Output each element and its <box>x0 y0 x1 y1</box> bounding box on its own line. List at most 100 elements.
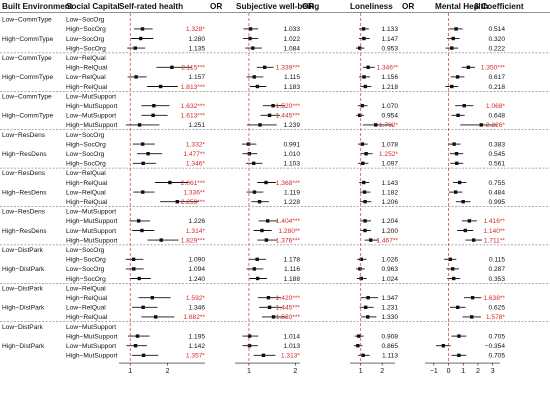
point-estimate <box>359 276 363 281</box>
estimate-value: 1.416** <box>483 218 505 225</box>
point-estimate <box>158 84 163 89</box>
estimate-value: 1.116 <box>284 266 300 273</box>
estimate-value: 1.578* <box>486 314 506 321</box>
built-environment-label: Low−CommType <box>2 17 52 24</box>
x-tick-label: 2 <box>476 368 480 375</box>
social-capital-label: High−RelQual <box>66 65 108 72</box>
point-estimate <box>252 161 256 165</box>
header-or-1: OR <box>210 2 222 11</box>
social-capital-label: High−SocOrg <box>66 161 106 168</box>
point-estimate <box>360 142 365 146</box>
point-estimate <box>134 75 138 79</box>
point-estimate <box>255 84 260 89</box>
estimate-value: 1.115 <box>284 74 300 81</box>
social-capital-label: High−SocOrg <box>66 276 106 283</box>
estimate-value: 1.638** <box>483 295 505 302</box>
point-estimate <box>267 113 272 117</box>
header-self-rated-health: Self-rated health <box>119 2 183 11</box>
estimate-value: 1.613*** <box>181 113 206 120</box>
estimate-value: 1.140** <box>483 228 505 235</box>
estimate-value: 1.119 <box>284 189 300 196</box>
estimate-value: 0.991 <box>283 141 300 148</box>
estimate-value: 1.632*** <box>181 103 206 110</box>
social-capital-label: High−RelQual <box>66 180 108 187</box>
column-headers: Built Environment Social Capital Self-ra… <box>2 2 524 11</box>
built-environment-label: High−CommType <box>2 113 53 120</box>
point-estimate <box>141 305 145 309</box>
estimate-value: 1.813*** <box>181 84 206 91</box>
estimate-value: 1.520*** <box>276 103 301 110</box>
point-estimate <box>452 276 456 281</box>
point-estimate <box>361 161 365 165</box>
social-capital-label: High−RelQual <box>66 84 108 91</box>
estimate-value: 1.346* <box>186 161 206 168</box>
estimate-value: 0.383 <box>488 141 505 148</box>
estimate-value: 2.115*** <box>181 65 205 72</box>
estimate-value: 1.347 <box>381 295 398 302</box>
social-capital-label: High−SocOrg <box>66 26 106 33</box>
estimate-value: 0.115 <box>489 257 505 264</box>
point-estimate <box>450 84 454 89</box>
estimate-value: 1.231 <box>381 305 398 312</box>
point-estimate <box>154 315 158 319</box>
social-capital-label: Low−SocOrg <box>66 151 105 158</box>
estimate-value: 1.133 <box>381 26 398 33</box>
point-estimate <box>463 228 467 233</box>
point-estimate <box>251 46 255 50</box>
point-estimate <box>363 84 368 89</box>
header-social-capital: Social Capital <box>66 2 120 11</box>
social-capital-label: Low−MutSupport <box>66 228 116 235</box>
point-estimate <box>258 123 262 127</box>
point-estimate <box>366 65 370 69</box>
point-estimate <box>470 315 474 319</box>
estimate-value: 1.445*** <box>276 113 301 120</box>
estimate-value: 1.467** <box>376 237 398 244</box>
estimate-value: 1.013 <box>283 343 300 350</box>
point-estimate <box>271 315 276 319</box>
point-estimate <box>461 200 465 204</box>
header-or-2: OR <box>302 2 314 11</box>
social-capital-label: High−MutSupport <box>66 333 118 340</box>
estimate-value: 1.445*** <box>276 305 301 312</box>
estimate-value: 1.156 <box>381 74 398 81</box>
estimate-value: 0.995 <box>488 199 505 206</box>
point-estimate <box>260 228 264 233</box>
estimate-value: 1.346** <box>376 65 398 72</box>
estimate-value: 0.755 <box>488 180 505 187</box>
estimate-value: 1.252* <box>379 151 399 158</box>
estimate-value: 1.711** <box>484 237 506 244</box>
point-estimate <box>471 238 476 242</box>
estimate-value: 1.313* <box>281 353 301 360</box>
point-estimate <box>457 353 461 357</box>
point-estimate <box>266 296 271 300</box>
estimate-value: 0.561 <box>488 161 505 168</box>
point-estimate <box>133 46 137 50</box>
estimate-value: 1.024 <box>381 276 398 283</box>
estimate-value: 1.332* <box>186 141 206 148</box>
x-tick-label: 2 <box>293 368 297 375</box>
x-tick-label: 2 <box>380 368 384 375</box>
estimate-value: 1.084 <box>283 45 300 52</box>
point-estimate <box>362 180 366 185</box>
point-estimate <box>441 344 446 348</box>
point-estimate <box>131 257 136 261</box>
point-estimate <box>467 219 472 223</box>
estimate-value: 1.350*** <box>481 65 506 72</box>
point-estimate <box>141 190 145 194</box>
estimate-value: 1.183 <box>283 84 300 91</box>
header-beta-coefficient: β Coefficient <box>474 2 524 11</box>
estimate-value: 1.143 <box>381 180 398 187</box>
point-estimate <box>457 180 462 185</box>
point-estimate <box>247 334 252 338</box>
estimate-value: 1.204 <box>381 218 398 225</box>
point-estimate <box>246 142 251 146</box>
estimate-value: 0.222 <box>488 45 505 52</box>
estimate-value: 1.682** <box>183 314 205 321</box>
estimate-value: 1.251 <box>188 122 205 129</box>
point-estimate <box>455 161 459 165</box>
estimate-value: 2.226* <box>486 122 506 129</box>
point-estimate <box>262 65 267 69</box>
point-estimate <box>135 334 140 338</box>
